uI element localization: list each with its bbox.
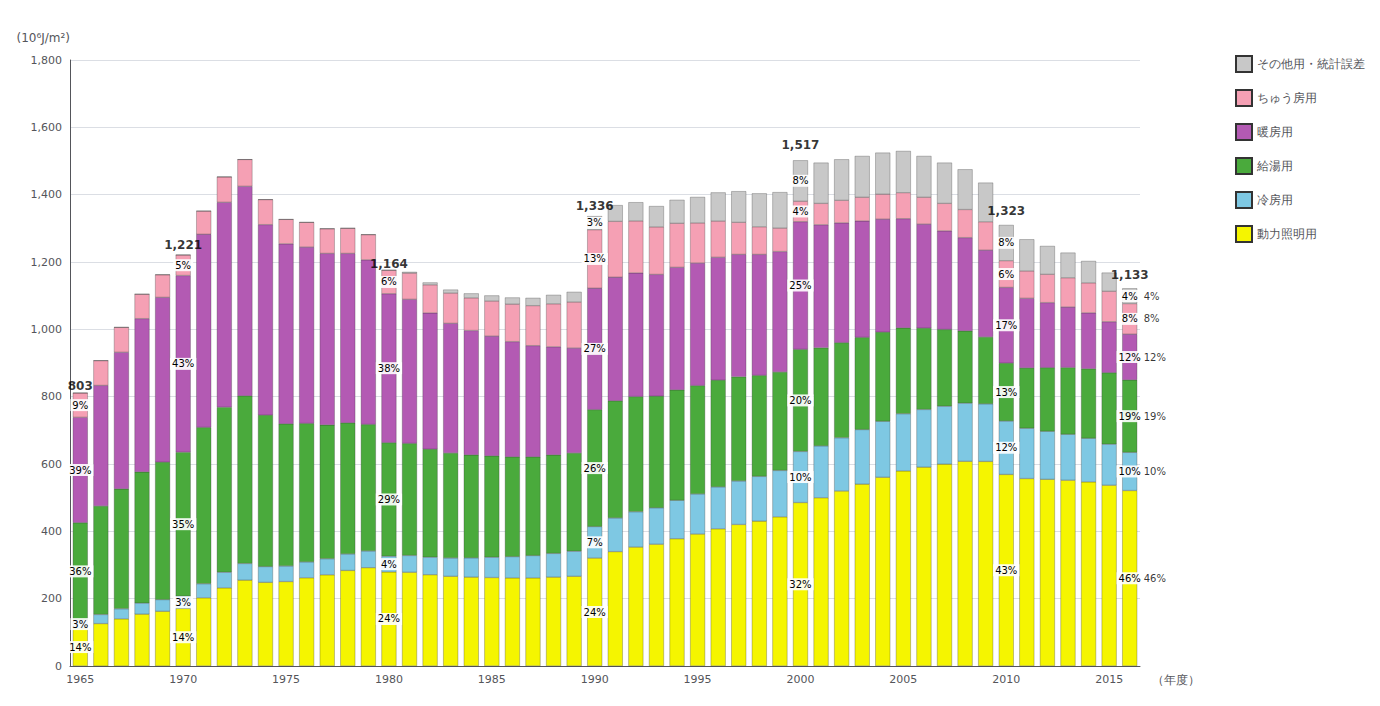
svg-text:13%: 13% <box>995 387 1017 398</box>
svg-text:1,517: 1,517 <box>781 138 819 152</box>
svg-text:動力照明用: 動力照明用 <box>1257 227 1317 241</box>
svg-text:3%: 3% <box>587 217 603 228</box>
svg-text:2010: 2010 <box>992 673 1020 686</box>
svg-text:46%: 46% <box>1144 573 1166 584</box>
svg-text:暖房用: 暖房用 <box>1257 125 1293 139</box>
svg-text:2000: 2000 <box>786 673 814 686</box>
svg-text:13%: 13% <box>584 253 606 264</box>
svg-text:43%: 43% <box>172 358 194 369</box>
svg-text:36%: 36% <box>69 566 91 577</box>
svg-text:0: 0 <box>55 660 62 673</box>
svg-text:4%: 4% <box>1122 291 1138 302</box>
svg-text:26%: 26% <box>584 463 606 474</box>
svg-text:1,800: 1,800 <box>31 54 63 67</box>
svg-text:（年度）: （年度） <box>1152 673 1200 687</box>
svg-text:3%: 3% <box>72 619 88 630</box>
svg-text:7%: 7% <box>587 537 603 548</box>
svg-text:1990: 1990 <box>581 673 609 686</box>
svg-text:24%: 24% <box>378 613 400 624</box>
svg-text:1985: 1985 <box>478 673 506 686</box>
svg-text:給湯用: 給湯用 <box>1256 159 1293 173</box>
svg-text:10%: 10% <box>789 472 811 483</box>
svg-text:9%: 9% <box>72 400 88 411</box>
svg-text:1,200: 1,200 <box>31 256 63 269</box>
svg-text:39%: 39% <box>69 465 91 476</box>
svg-text:1,164: 1,164 <box>370 257 408 271</box>
svg-text:その他用・統計誤差: その他用・統計誤差 <box>1257 57 1365 71</box>
svg-text:19%: 19% <box>1144 411 1166 422</box>
svg-text:1965: 1965 <box>66 673 94 686</box>
svg-text:24%: 24% <box>584 607 606 618</box>
svg-text:19%: 19% <box>1119 411 1141 422</box>
svg-text:1,336: 1,336 <box>576 199 614 213</box>
svg-text:200: 200 <box>41 592 62 605</box>
svg-text:35%: 35% <box>172 519 194 530</box>
svg-text:12%: 12% <box>1144 352 1166 363</box>
svg-text:1,000: 1,000 <box>31 323 63 336</box>
svg-text:3%: 3% <box>175 597 191 608</box>
svg-text:10%: 10% <box>1144 466 1166 477</box>
svg-text:6%: 6% <box>381 276 397 287</box>
svg-text:5%: 5% <box>175 260 191 271</box>
svg-text:8%: 8% <box>1122 313 1138 324</box>
svg-text:4%: 4% <box>381 559 397 570</box>
svg-text:6%: 6% <box>998 269 1014 280</box>
svg-text:2005: 2005 <box>889 673 917 686</box>
svg-text:8%: 8% <box>793 175 809 186</box>
svg-text:32%: 32% <box>789 579 811 590</box>
svg-text:800: 800 <box>41 390 62 403</box>
svg-text:(10⁶J/m²): (10⁶J/m²) <box>16 31 70 45</box>
svg-text:600: 600 <box>41 458 62 471</box>
svg-text:1980: 1980 <box>375 673 403 686</box>
svg-text:2015: 2015 <box>1095 673 1123 686</box>
svg-text:1970: 1970 <box>169 673 197 686</box>
svg-text:8%: 8% <box>1144 313 1160 324</box>
svg-text:12%: 12% <box>995 442 1017 453</box>
svg-text:冷房用: 冷房用 <box>1257 193 1293 207</box>
svg-text:43%: 43% <box>995 565 1017 576</box>
svg-text:20%: 20% <box>789 395 811 406</box>
svg-text:400: 400 <box>41 525 62 538</box>
svg-text:4%: 4% <box>1144 291 1160 302</box>
svg-text:27%: 27% <box>584 343 606 354</box>
svg-text:10%: 10% <box>1119 466 1141 477</box>
svg-text:1,133: 1,133 <box>1111 268 1149 282</box>
svg-text:25%: 25% <box>789 280 811 291</box>
svg-text:17%: 17% <box>995 320 1017 331</box>
svg-text:ちゅう房用: ちゅう房用 <box>1257 91 1317 105</box>
svg-text:1995: 1995 <box>684 673 712 686</box>
svg-text:1975: 1975 <box>272 673 300 686</box>
svg-text:14%: 14% <box>69 642 91 653</box>
svg-text:803: 803 <box>68 379 93 393</box>
svg-text:14%: 14% <box>172 632 194 643</box>
svg-text:4%: 4% <box>793 206 809 217</box>
svg-text:29%: 29% <box>378 494 400 505</box>
svg-text:1,600: 1,600 <box>31 121 63 134</box>
svg-text:1,400: 1,400 <box>31 188 63 201</box>
svg-text:1,323: 1,323 <box>987 204 1025 218</box>
svg-text:38%: 38% <box>378 363 400 374</box>
svg-text:12%: 12% <box>1119 352 1141 363</box>
svg-text:46%: 46% <box>1119 573 1141 584</box>
svg-text:8%: 8% <box>998 237 1014 248</box>
svg-text:1,221: 1,221 <box>164 238 202 252</box>
